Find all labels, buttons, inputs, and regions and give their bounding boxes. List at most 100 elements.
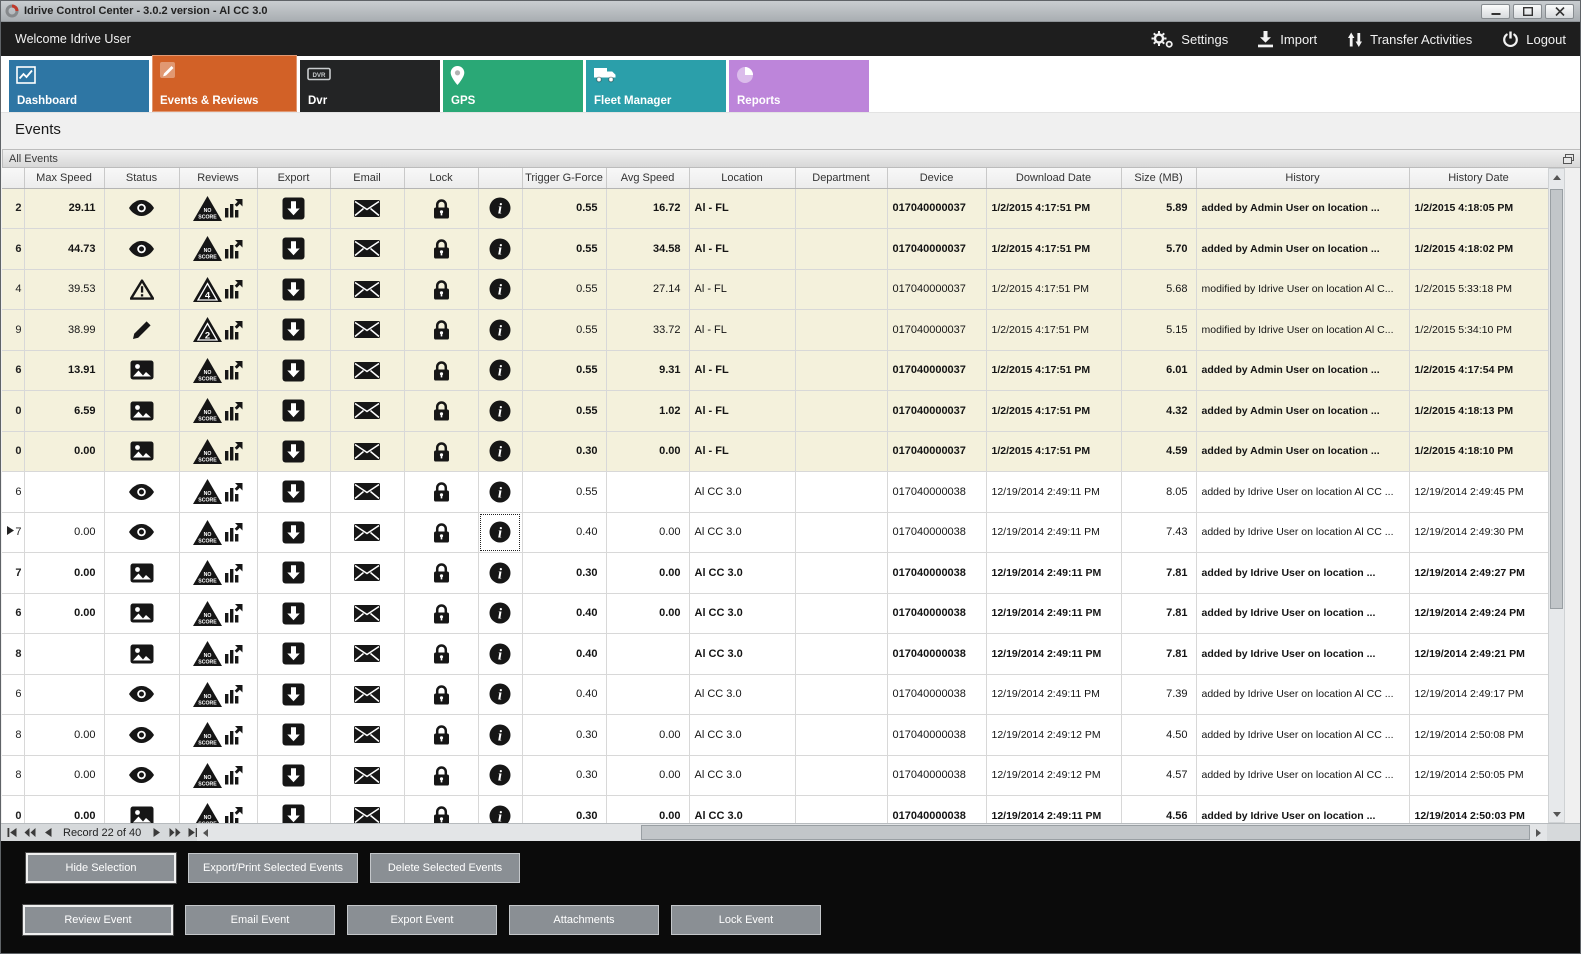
info-cell[interactable]: i xyxy=(478,188,523,229)
export-cell[interactable] xyxy=(257,269,331,310)
info-cell[interactable]: i xyxy=(478,714,523,756)
tab-gps[interactable]: GPS xyxy=(443,60,583,112)
info-cell[interactable]: i xyxy=(478,431,523,472)
export-event-button[interactable]: Export Event xyxy=(347,905,497,935)
export-cell[interactable] xyxy=(257,350,331,391)
lock-cell[interactable] xyxy=(404,188,479,229)
info-cell[interactable]: i xyxy=(478,390,523,432)
column-header-export[interactable]: Export xyxy=(257,168,331,189)
status-cell[interactable] xyxy=(104,390,180,432)
menubar-action-transfer-activities[interactable]: Transfer Activities xyxy=(1347,31,1472,48)
lock-cell[interactable] xyxy=(404,269,479,310)
column-header-department[interactable]: Department xyxy=(795,168,888,189)
tab-fleet-manager[interactable]: Fleet Manager xyxy=(586,60,726,112)
lock-cell[interactable] xyxy=(404,228,479,270)
column-header-size_mb[interactable]: Size (MB) xyxy=(1121,168,1197,189)
column-header-info[interactable] xyxy=(478,168,523,189)
lock-cell[interactable] xyxy=(404,390,479,432)
score-triangle-icon[interactable]: 4 xyxy=(193,276,222,302)
lock-cell[interactable] xyxy=(404,714,479,756)
scroll-up-arrow-icon[interactable] xyxy=(1549,169,1564,185)
email-cell[interactable] xyxy=(330,714,405,756)
review-chart-icon[interactable] xyxy=(224,239,243,259)
navigator-next-page-button[interactable] xyxy=(167,826,182,840)
review-chart-icon[interactable] xyxy=(224,482,243,502)
status-cell[interactable] xyxy=(104,309,180,351)
panel-toggle-icon[interactable] xyxy=(1563,153,1574,164)
column-header-status[interactable]: Status xyxy=(104,168,180,189)
review-chart-icon[interactable] xyxy=(224,320,243,340)
table-row[interactable]: 8 0.00 NO SCORE i 0.30 0.00 Al CC 3.0 0170400000… xyxy=(2,714,1548,756)
export-cell[interactable] xyxy=(257,188,331,229)
lock-cell[interactable] xyxy=(404,309,479,351)
scroll-down-arrow-icon[interactable] xyxy=(1549,806,1564,822)
review-chart-icon[interactable] xyxy=(224,279,243,299)
review-chart-icon[interactable] xyxy=(224,401,243,421)
email-cell[interactable] xyxy=(330,188,405,229)
table-row[interactable]: 6 13.91 NO SCORE i 0.55 9.31 Al - FL 01704000003… xyxy=(2,350,1548,391)
review-chart-icon[interactable] xyxy=(224,684,243,704)
column-header-device[interactable]: Device xyxy=(887,168,987,189)
table-row[interactable]: 6 NO SCORE i 0.40 Al CC 3.0 017040000038 12/19/… xyxy=(2,674,1548,715)
status-cell[interactable] xyxy=(104,593,180,634)
info-cell[interactable]: i xyxy=(478,269,523,310)
status-cell[interactable] xyxy=(104,350,180,391)
tab-dvr[interactable]: DVR Dvr xyxy=(300,60,440,112)
export-cell[interactable] xyxy=(257,431,331,472)
table-row[interactable]: 4 39.53 4 i 0.55 27.14 Al - FL 017040000037 1/2/… xyxy=(2,269,1548,310)
table-row[interactable]: 0 6.59 NO SCORE i 0.55 1.02 Al - FL 017040000037… xyxy=(2,390,1548,432)
column-header-location[interactable]: Location xyxy=(689,168,796,189)
export-print-selected-events-button[interactable]: Export/Print Selected Events xyxy=(188,853,359,883)
table-row[interactable]: 6 44.73 NO SCORE i 0.55 34.58 Al - FL 0170400000… xyxy=(2,228,1548,270)
lock-cell[interactable] xyxy=(404,674,479,715)
email-cell[interactable] xyxy=(330,795,405,823)
export-cell[interactable] xyxy=(257,674,331,715)
email-cell[interactable] xyxy=(330,512,405,553)
vertical-scrollbar-thumb[interactable] xyxy=(1550,189,1563,609)
navigator-next-button[interactable] xyxy=(149,826,164,840)
lock-event-button[interactable]: Lock Event xyxy=(671,905,821,935)
status-cell[interactable] xyxy=(104,269,180,310)
export-cell[interactable] xyxy=(257,228,331,270)
close-button[interactable] xyxy=(1545,3,1574,19)
column-header-max_speed[interactable]: Max Speed xyxy=(24,168,105,189)
info-cell[interactable]: i xyxy=(478,309,523,351)
email-cell[interactable] xyxy=(330,431,405,472)
score-triangle-icon[interactable]: 2 xyxy=(193,317,222,343)
table-row[interactable]: 6 NO SCORE i 0.55 Al CC 3.0 017040000038 12/19/… xyxy=(2,471,1548,513)
status-cell[interactable] xyxy=(104,431,180,472)
export-cell[interactable] xyxy=(257,714,331,756)
column-header-avg_speed[interactable]: Avg Speed xyxy=(606,168,690,189)
email-cell[interactable] xyxy=(330,390,405,432)
export-cell[interactable] xyxy=(257,309,331,351)
status-cell[interactable] xyxy=(104,714,180,756)
column-header-reviews[interactable]: Reviews xyxy=(179,168,258,189)
info-cell[interactable]: i xyxy=(478,471,523,513)
review-chart-icon[interactable] xyxy=(224,198,243,218)
vertical-scrollbar[interactable] xyxy=(1548,168,1565,823)
export-cell[interactable] xyxy=(257,795,331,823)
delete-selected-events-button[interactable]: Delete Selected Events xyxy=(370,853,521,883)
tab-reports[interactable]: Reports xyxy=(729,60,869,112)
column-header-history[interactable]: History xyxy=(1196,168,1410,189)
email-cell[interactable] xyxy=(330,633,405,675)
status-cell[interactable] xyxy=(104,674,180,715)
column-header-lock[interactable]: Lock xyxy=(404,168,479,189)
